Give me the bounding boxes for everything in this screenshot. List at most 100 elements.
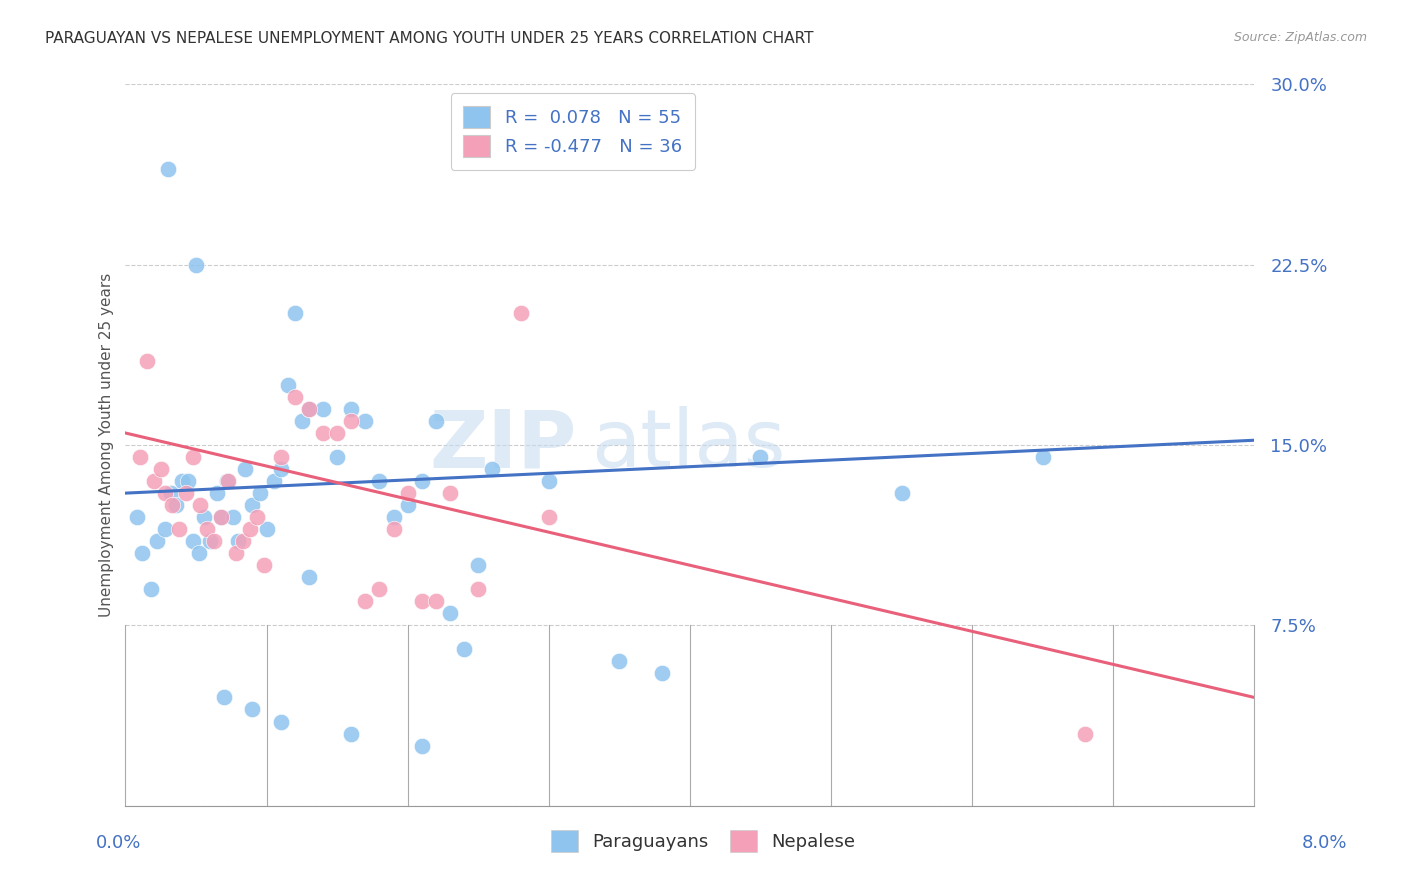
Point: [382, 522, 405, 536]
Point: [149, 462, 172, 476]
Point: [481, 462, 503, 476]
Point: [159, 486, 181, 500]
Point: [202, 534, 225, 549]
Point: [256, 522, 278, 536]
Text: atlas: atlas: [591, 406, 786, 484]
Point: [411, 739, 433, 753]
Point: [195, 522, 218, 536]
Point: [354, 414, 377, 428]
Point: [368, 474, 391, 488]
Point: [890, 486, 912, 500]
Point: [225, 546, 247, 560]
Point: [174, 486, 197, 500]
Point: [270, 450, 292, 464]
Point: [298, 570, 321, 584]
Point: [340, 726, 363, 740]
Point: [181, 534, 204, 549]
Point: [139, 582, 162, 597]
Point: [198, 534, 221, 549]
Point: [249, 486, 271, 500]
Point: [368, 582, 391, 597]
Point: [609, 654, 631, 668]
Point: [270, 714, 292, 729]
Point: [153, 522, 176, 536]
Point: [167, 522, 190, 536]
Point: [160, 498, 183, 512]
Point: [354, 594, 377, 608]
Point: [188, 498, 211, 512]
Point: [298, 401, 321, 416]
Point: [209, 510, 232, 524]
Point: [277, 378, 299, 392]
Point: [340, 414, 363, 428]
Point: [291, 414, 314, 428]
Point: [187, 546, 209, 560]
Point: [284, 390, 307, 404]
Point: [312, 425, 335, 440]
Point: [239, 522, 262, 536]
Point: [467, 558, 489, 573]
Point: [284, 306, 307, 320]
Point: [439, 486, 461, 500]
Point: [232, 534, 254, 549]
Point: [425, 414, 447, 428]
Point: [749, 450, 772, 464]
Point: [396, 486, 419, 500]
Legend: Paraguayans, Nepalese: Paraguayans, Nepalese: [541, 821, 865, 861]
Point: [509, 306, 531, 320]
Text: Source: ZipAtlas.com: Source: ZipAtlas.com: [1233, 31, 1367, 45]
Point: [537, 510, 560, 524]
Point: [382, 510, 405, 524]
Point: [411, 474, 433, 488]
Text: PARAGUAYAN VS NEPALESE UNEMPLOYMENT AMONG YOUTH UNDER 25 YEARS CORRELATION CHART: PARAGUAYAN VS NEPALESE UNEMPLOYMENT AMON…: [45, 31, 814, 46]
Point: [142, 474, 165, 488]
Point: [184, 258, 207, 272]
Point: [181, 450, 204, 464]
Point: [212, 690, 235, 705]
Text: ZIP: ZIP: [430, 406, 576, 484]
Point: [246, 510, 269, 524]
Point: [222, 510, 245, 524]
Text: 0.0%: 0.0%: [96, 834, 141, 852]
Point: [263, 474, 285, 488]
Point: [1074, 726, 1097, 740]
Y-axis label: Unemployment Among Youth under 25 years: Unemployment Among Youth under 25 years: [100, 273, 114, 617]
Text: 8.0%: 8.0%: [1302, 834, 1347, 852]
Point: [135, 354, 157, 368]
Point: [396, 498, 419, 512]
Point: [312, 401, 335, 416]
Point: [253, 558, 276, 573]
Point: [131, 546, 153, 560]
Point: [537, 474, 560, 488]
Point: [125, 510, 148, 524]
Point: [217, 474, 239, 488]
Point: [326, 450, 349, 464]
Point: [298, 401, 321, 416]
Point: [145, 534, 167, 549]
Point: [218, 474, 240, 488]
Point: [228, 534, 250, 549]
Point: [242, 498, 264, 512]
Point: [205, 486, 228, 500]
Point: [165, 498, 187, 512]
Point: [170, 474, 193, 488]
Point: [326, 425, 349, 440]
Point: [242, 702, 264, 716]
Point: [411, 594, 433, 608]
Point: [209, 510, 232, 524]
Point: [340, 401, 363, 416]
Point: [651, 666, 673, 681]
Legend: R =  0.078   N = 55, R = -0.477   N = 36: R = 0.078 N = 55, R = -0.477 N = 36: [450, 94, 695, 170]
Point: [270, 462, 292, 476]
Point: [235, 462, 257, 476]
Point: [439, 607, 461, 621]
Point: [425, 594, 447, 608]
Point: [467, 582, 489, 597]
Point: [193, 510, 215, 524]
Point: [153, 486, 176, 500]
Point: [156, 161, 179, 176]
Point: [176, 474, 198, 488]
Point: [1032, 450, 1054, 464]
Point: [453, 642, 475, 657]
Point: [128, 450, 150, 464]
